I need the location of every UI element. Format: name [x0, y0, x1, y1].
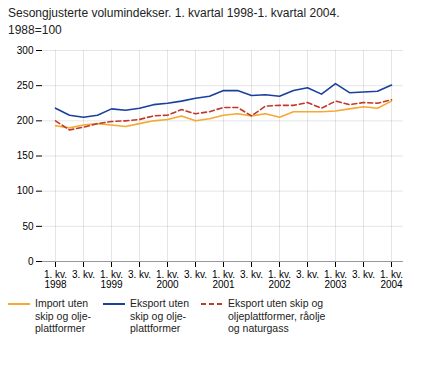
- svg-text:0: 0: [28, 256, 34, 267]
- svg-text:1. kv.2000: 1. kv.2000: [156, 269, 179, 290]
- svg-text:1. kv.1999: 1. kv.1999: [100, 269, 123, 290]
- html-text:Sesongjusterte volumindekser.: Sesongjusterte volumindekser. 1. kvartal…: [8, 6, 340, 20]
- svg-text:1. kv.2004: 1. kv.2004: [380, 269, 403, 290]
- html-text:Eksport uten skip og oljeplatt: Eksport uten skip og oljeplattformer, rå…: [228, 297, 326, 335]
- html-text:1988=100: 1988=100: [8, 23, 62, 37]
- svg-text:1. kv.2003: 1. kv.2003: [324, 269, 347, 290]
- svg-text:1. kv.2002: 1. kv.2002: [268, 269, 291, 290]
- svg-text:100: 100: [17, 185, 34, 196]
- html-text:Import uten skip og olje- plat: Import uten skip og olje- plattformer: [35, 297, 91, 335]
- svg-text:3. kv.: 3. kv.: [128, 269, 151, 280]
- svg-text:50: 50: [22, 221, 34, 232]
- svg-text:1. kv.1998: 1. kv.1998: [44, 269, 67, 290]
- svg-text:300: 300: [17, 45, 34, 56]
- svg-text:200: 200: [17, 115, 34, 126]
- svg-text:3. kv.: 3. kv.: [352, 269, 375, 280]
- svg-text:250: 250: [17, 80, 34, 91]
- svg-text:3. kv.: 3. kv.: [72, 269, 95, 280]
- svg-text:1. kv.2001: 1. kv.2001: [212, 269, 235, 290]
- svg-text:3. kv.: 3. kv.: [184, 269, 207, 280]
- svg-text:150: 150: [17, 150, 34, 161]
- html-text:Eksport uten skip og olje- pla: Eksport uten skip og olje- plattformer: [130, 297, 189, 335]
- svg-text:3. kv.: 3. kv.: [296, 269, 319, 280]
- svg-text:3. kv.: 3. kv.: [240, 269, 263, 280]
